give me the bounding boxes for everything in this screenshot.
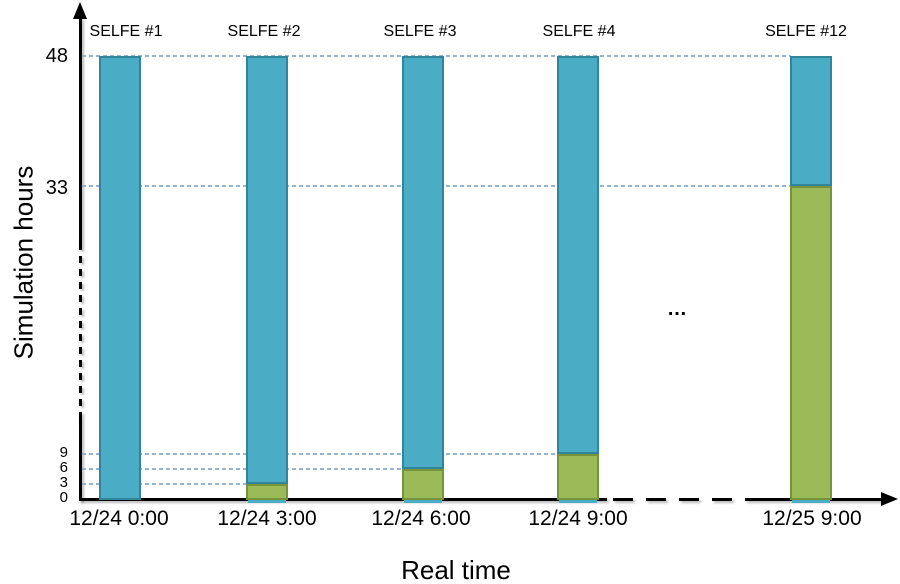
bar-selfe-2-base-sliver <box>248 500 286 503</box>
bar-selfe-12-remaining-segment <box>790 56 832 186</box>
y-tick-48: 48 <box>45 45 68 67</box>
y-axis-arrow-icon <box>73 2 87 19</box>
bar-selfe-3-base-sliver <box>404 500 442 503</box>
x-axis-line-left <box>79 498 607 501</box>
bar-label-selfe-4: SELFE #4 <box>542 23 616 40</box>
bar-label-selfe-3: SELFE #3 <box>383 23 457 40</box>
y-axis-line-lower <box>79 416 82 501</box>
gridline-y-9 <box>82 453 557 455</box>
bar-selfe-12-completed-segment <box>790 186 832 500</box>
y-tick-0: 0 <box>59 489 68 506</box>
bar-selfe-2-completed-segment <box>246 484 288 500</box>
bar-selfe-4-completed-segment <box>557 454 599 500</box>
gridline-y-6 <box>82 468 402 470</box>
gridline-y-3 <box>82 483 246 485</box>
bar-selfe-2-remaining-segment <box>246 56 288 484</box>
y-axis-line-break-dashed <box>79 243 82 416</box>
y-axis-line-upper <box>79 17 82 243</box>
x-axis-title: Real time <box>401 555 511 584</box>
y-tick-33: 33 <box>45 177 68 199</box>
y-tick-6: 6 <box>59 459 68 476</box>
bar-selfe-4-base-sliver <box>559 500 597 503</box>
x-axis-line-gap-dashed <box>613 498 741 501</box>
bar-selfe-12-base-sliver <box>792 500 830 503</box>
bar-selfe-3-completed-segment <box>402 469 444 500</box>
x-tick-4: 12/25 9:00 <box>762 507 862 530</box>
bar-selfe-4-remaining-segment <box>557 56 599 454</box>
x-tick-0: 12/24 0:00 <box>69 507 169 530</box>
x-tick-3: 12/24 9:00 <box>528 507 628 530</box>
continuation-ellipsis: … <box>667 298 689 320</box>
bar-selfe-3-remaining-segment <box>402 56 444 469</box>
y-tick-3: 3 <box>59 474 68 491</box>
x-tick-2: 12/24 6:00 <box>371 507 471 530</box>
bar-label-selfe-2: SELFE #2 <box>227 23 301 40</box>
y-tick-9: 9 <box>59 444 68 461</box>
x-tick-1: 12/24 3:00 <box>217 507 317 530</box>
bar-selfe-1-remaining-segment <box>99 56 141 500</box>
x-axis-arrow-icon <box>881 492 898 506</box>
bar-label-selfe-1: SELFE #1 <box>89 23 163 40</box>
bar-label-selfe-12: SELFE #12 <box>765 23 847 40</box>
